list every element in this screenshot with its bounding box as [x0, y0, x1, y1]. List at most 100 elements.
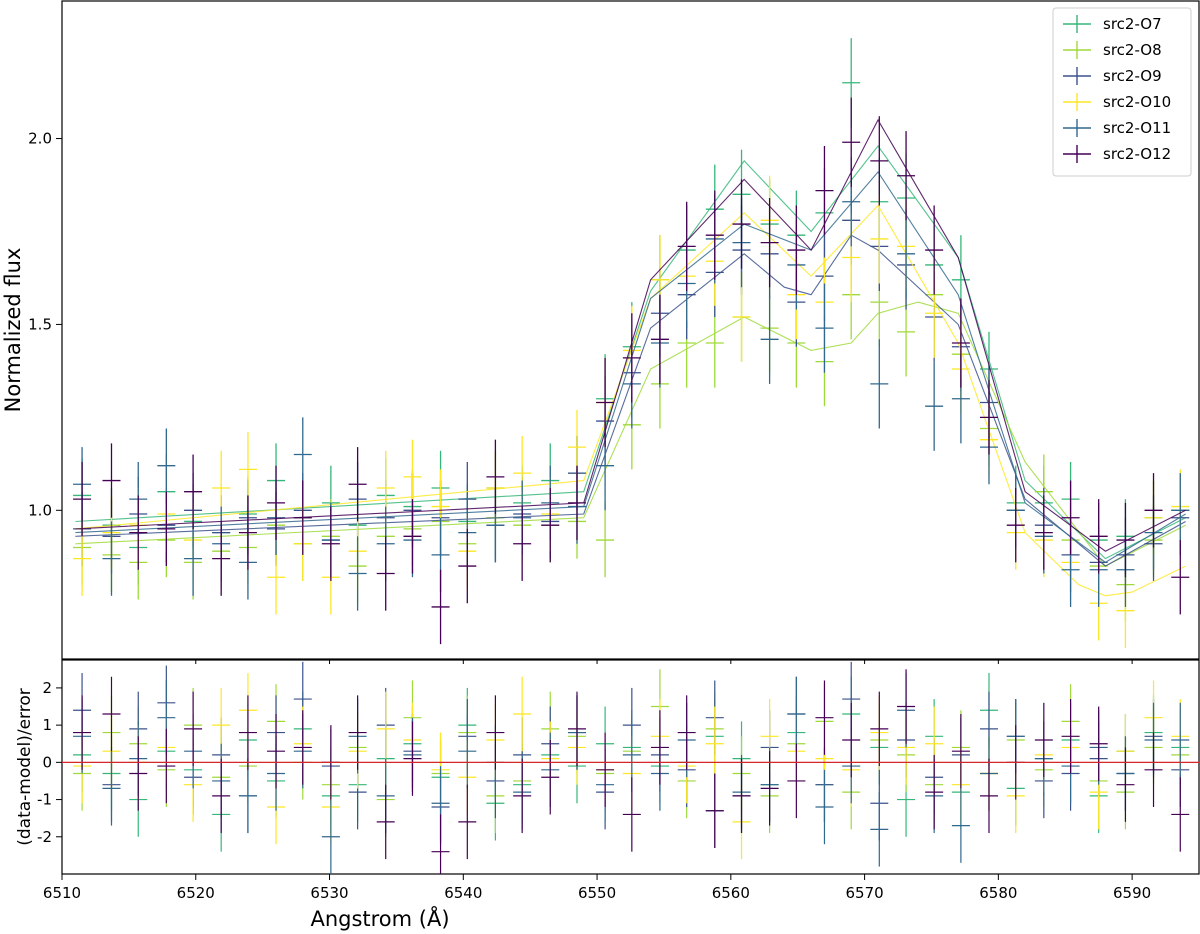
data-point	[897, 209, 916, 299]
residual-point	[541, 740, 560, 815]
residual-point	[842, 702, 861, 778]
residual-plot-area	[61, 659, 1200, 875]
legend: src2-O7 src2-O8 src2-O9 src2-O10 src2-O11 src…	[1052, 7, 1192, 177]
data-point	[705, 190, 724, 280]
legend-item: src2-O12	[1063, 145, 1171, 163]
residual-y-tick-label: 2	[42, 679, 52, 697]
residual-point	[238, 695, 257, 770]
data-point	[184, 521, 203, 596]
legend-label: src2-O8	[1103, 41, 1162, 59]
residual-point	[486, 695, 505, 770]
residual-point	[787, 743, 806, 819]
data-point	[979, 380, 998, 455]
data-point	[760, 294, 779, 384]
residual-y-ticks: 2 1 0 -1 -2	[37, 679, 62, 846]
residual-point	[376, 691, 395, 767]
x-tick-label: 6560	[712, 884, 750, 902]
residual-point	[622, 777, 641, 852]
residual-point	[238, 758, 257, 834]
data-point	[431, 569, 450, 645]
main-y-ticks: 1.0 1.5 2.0	[28, 130, 62, 519]
data-point	[870, 339, 889, 429]
residual-point	[431, 814, 450, 874]
residual-point	[677, 695, 696, 770]
residual-point	[925, 754, 944, 830]
residual-series-group	[73, 661, 1190, 874]
residual-point	[1171, 702, 1190, 778]
residual-point	[979, 758, 998, 834]
x-tick-label: 6530	[310, 884, 348, 902]
residual-point	[157, 728, 176, 804]
data-point	[238, 495, 257, 570]
data-point	[760, 198, 779, 288]
data-point	[486, 439, 505, 515]
residual-point	[73, 695, 92, 770]
legend-item: src2-O8	[1063, 41, 1162, 59]
data-point	[73, 461, 92, 537]
legend-label: src2-O9	[1103, 67, 1162, 85]
residual-point	[376, 784, 395, 860]
residual-point	[705, 706, 724, 781]
data-point	[293, 480, 312, 555]
data-point	[1034, 495, 1053, 570]
residual-point	[815, 769, 834, 845]
residual-point	[513, 676, 532, 752]
series-src2-O12	[73, 97, 1190, 645]
residual-point	[650, 710, 669, 785]
residual-point	[403, 721, 422, 796]
residual-point	[321, 799, 340, 874]
data-point	[157, 491, 176, 567]
legend-item: src2-O11	[1063, 119, 1171, 137]
residual-point	[212, 758, 231, 834]
residual-point	[870, 691, 889, 767]
y-tick-label: 2.0	[28, 130, 52, 148]
data-point	[102, 443, 121, 518]
data-point	[238, 432, 257, 507]
data-point	[787, 205, 806, 295]
residual-point	[897, 669, 916, 744]
data-point	[842, 97, 861, 187]
data-point	[677, 201, 696, 291]
residual-point	[1144, 732, 1163, 808]
data-point	[129, 495, 148, 570]
residual-point	[129, 736, 148, 811]
main-y-axis-label: Normalized flux	[1, 248, 25, 413]
x-tick-label: 6520	[177, 884, 215, 902]
legend-label: src2-O12	[1103, 145, 1171, 163]
data-point	[267, 465, 286, 541]
legend-item: src2-O7	[1063, 15, 1162, 33]
residual-point	[815, 680, 834, 755]
data-point	[567, 465, 586, 541]
data-point	[541, 487, 560, 563]
residual-point	[1116, 747, 1135, 822]
data-point	[348, 447, 367, 522]
residual-point	[348, 695, 367, 770]
x-tick-label: 6550	[578, 884, 616, 902]
legend-label: src2-O11	[1103, 119, 1171, 137]
y-tick-label: 1.5	[28, 315, 52, 333]
residual-point	[184, 691, 203, 767]
residual-point	[102, 751, 121, 826]
legend-item: src2-O9	[1063, 67, 1162, 85]
data-point	[293, 417, 312, 492]
data-point	[870, 194, 889, 284]
residual-point	[513, 758, 532, 834]
data-point	[815, 283, 834, 373]
data-point	[870, 116, 889, 206]
main-series-group	[73, 38, 1190, 648]
data-point	[321, 506, 340, 581]
legend-label: src2-O7	[1103, 15, 1162, 33]
data-point	[102, 521, 121, 596]
data-point	[1171, 473, 1190, 548]
residual-point	[596, 732, 615, 808]
data-point	[925, 205, 944, 295]
data-point	[376, 536, 395, 611]
residual-point	[293, 710, 312, 785]
data-point	[513, 506, 532, 581]
data-point	[348, 536, 367, 611]
x-tick-label: 6590	[1113, 884, 1151, 902]
data-point	[596, 357, 615, 448]
data-point	[157, 428, 176, 503]
data-point	[184, 454, 203, 529]
